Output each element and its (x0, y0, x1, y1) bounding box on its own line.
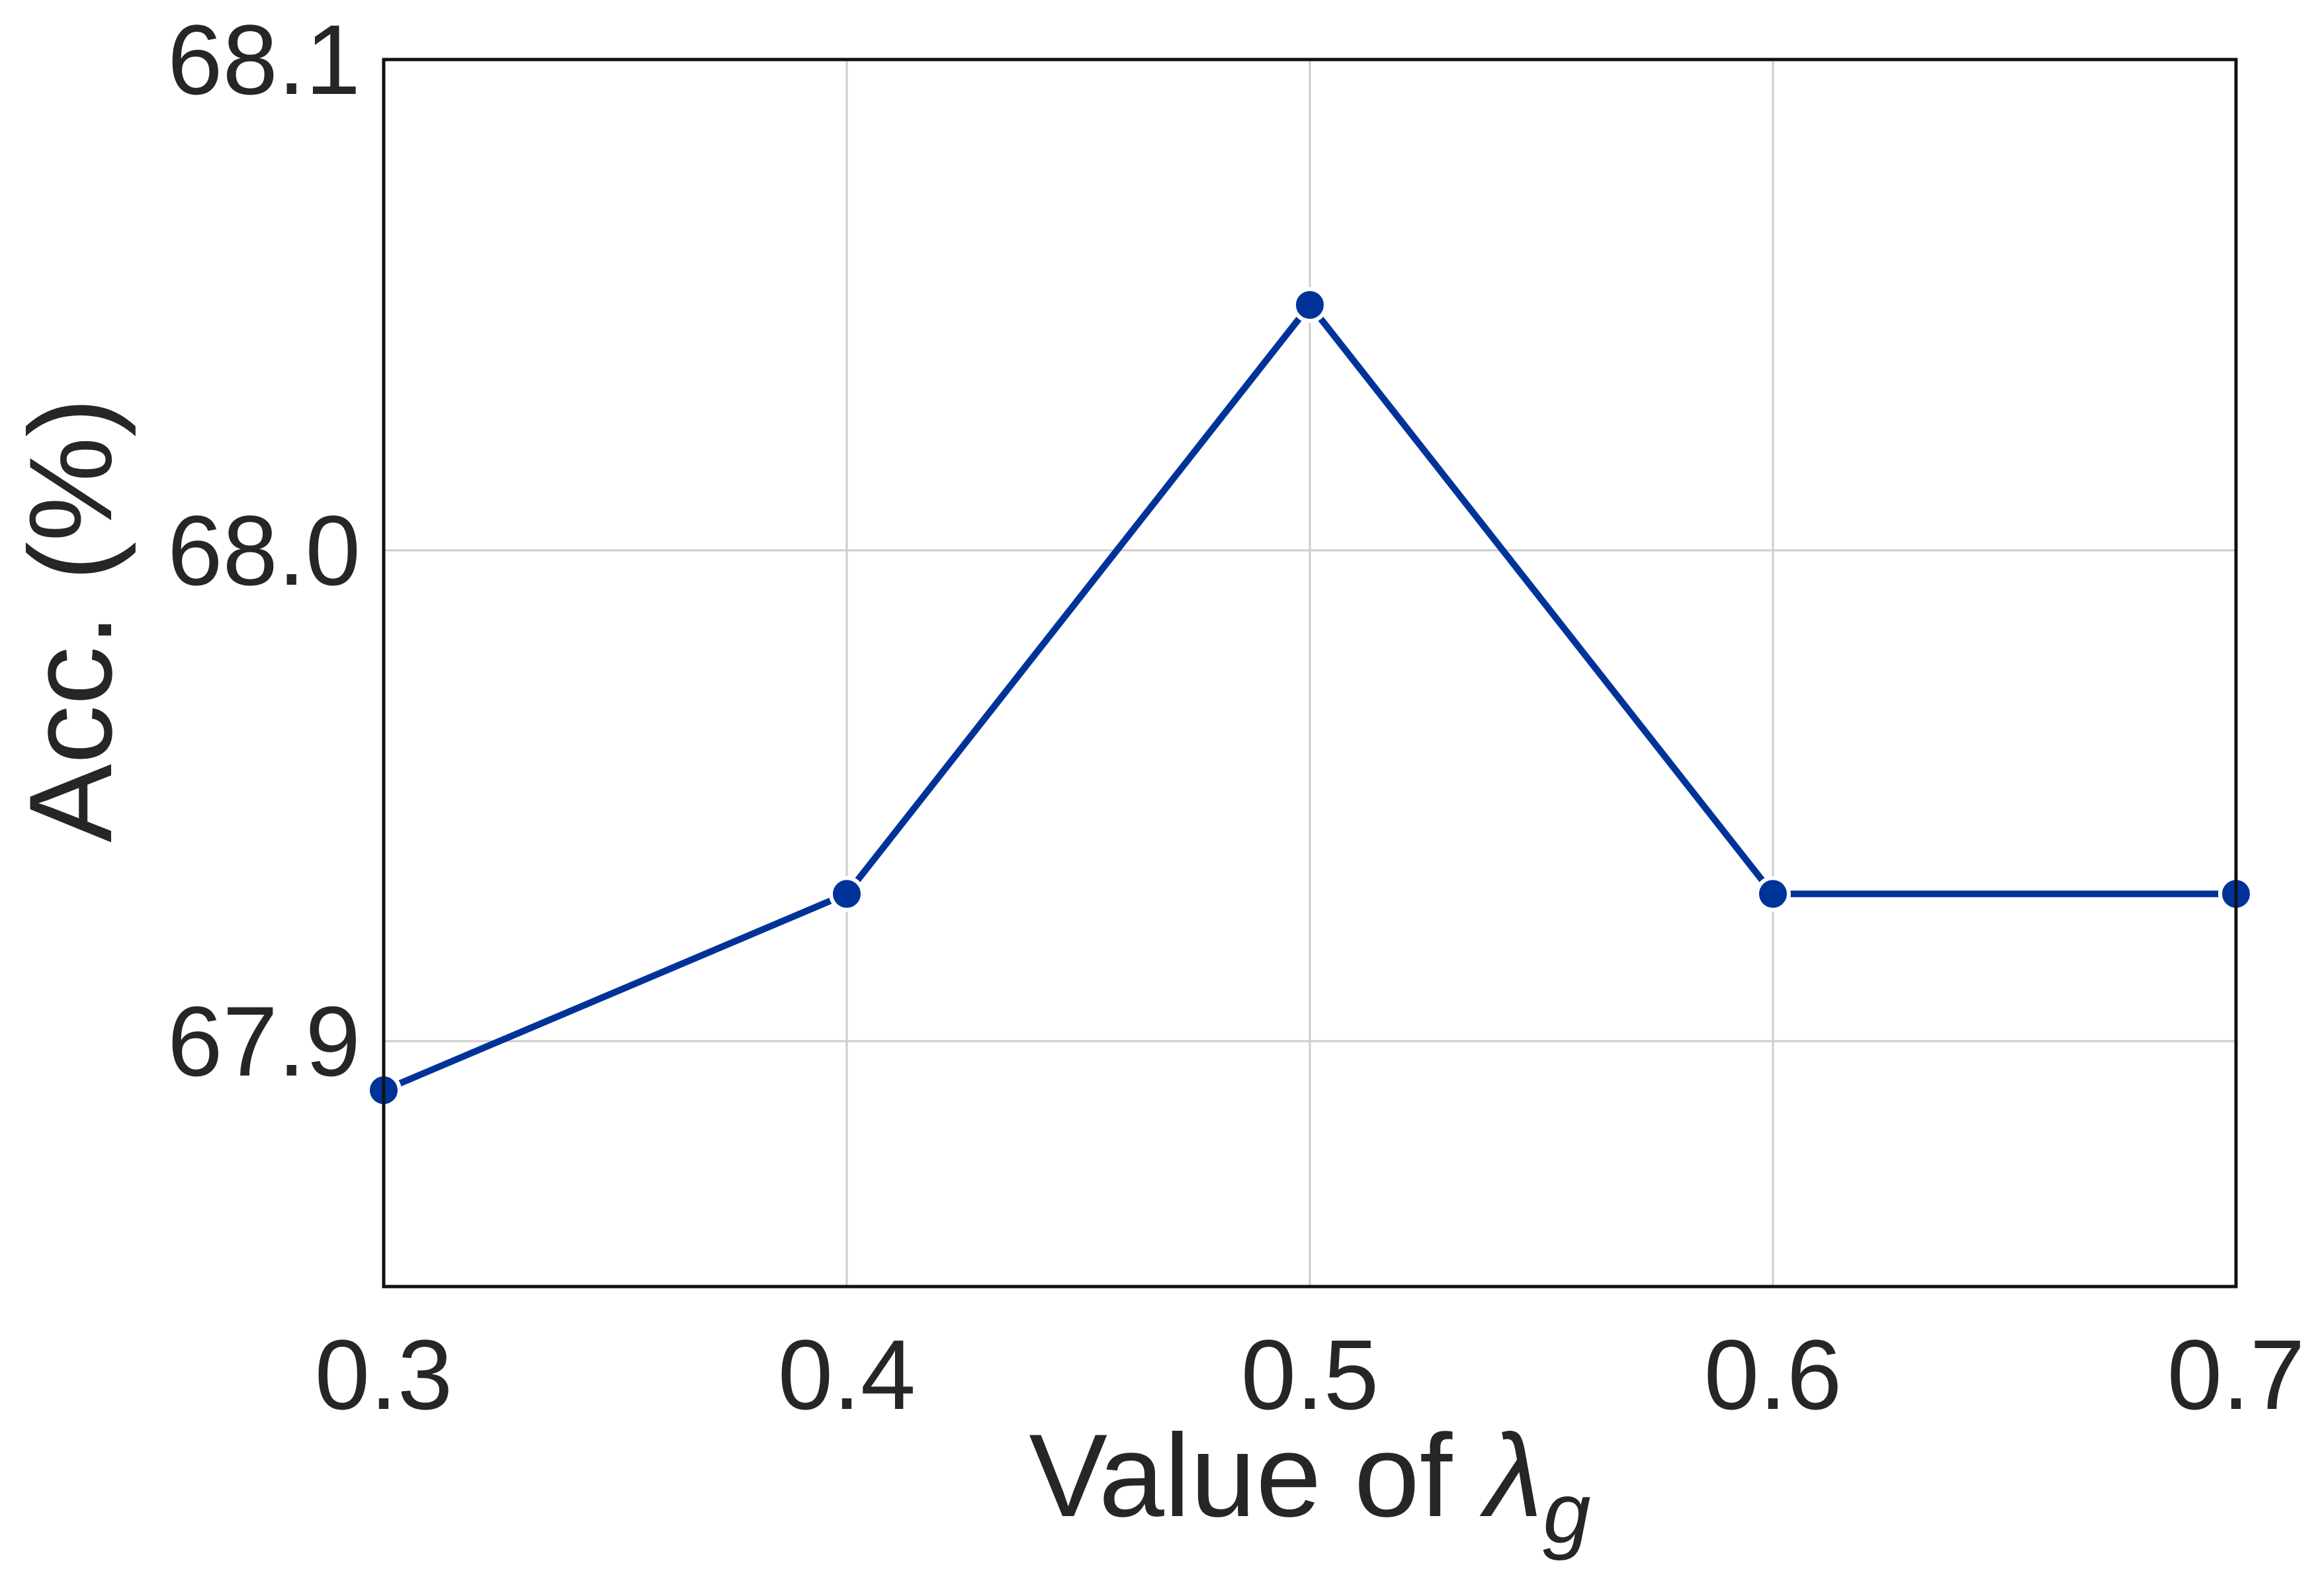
x-tick-label: 0.5 (1241, 1319, 1379, 1430)
x-tick-label: 0.7 (2167, 1319, 2305, 1430)
data-point (1755, 876, 1791, 912)
x-tick-labels: 0.3 0.4 0.5 0.6 0.7 (315, 1319, 2305, 1430)
data-point (829, 876, 865, 912)
x-axis-label-subscript: g (1543, 1464, 1590, 1561)
gridlines (384, 60, 2236, 1287)
series-layer (366, 287, 2254, 1109)
data-point (1292, 287, 1328, 323)
y-tick-label: 67.9 (167, 986, 361, 1097)
plot-frame (382, 58, 2238, 1289)
y-tick-labels: 67.9 68.0 68.1 (167, 4, 361, 1097)
y-axis-label: Acc. (%) (5, 398, 136, 842)
x-axis-label-symbol: λ (1479, 1410, 1543, 1541)
x-axis-label: Value of λg (1029, 1410, 1590, 1561)
x-tick-label: 0.4 (778, 1319, 916, 1430)
x-axis-label-text: Value of (1029, 1410, 1485, 1541)
y-tick-label: 68.0 (167, 495, 361, 606)
x-tick-label: 0.3 (315, 1319, 453, 1430)
y-tick-label: 68.1 (167, 4, 361, 115)
x-tick-label: 0.6 (1704, 1319, 1842, 1430)
